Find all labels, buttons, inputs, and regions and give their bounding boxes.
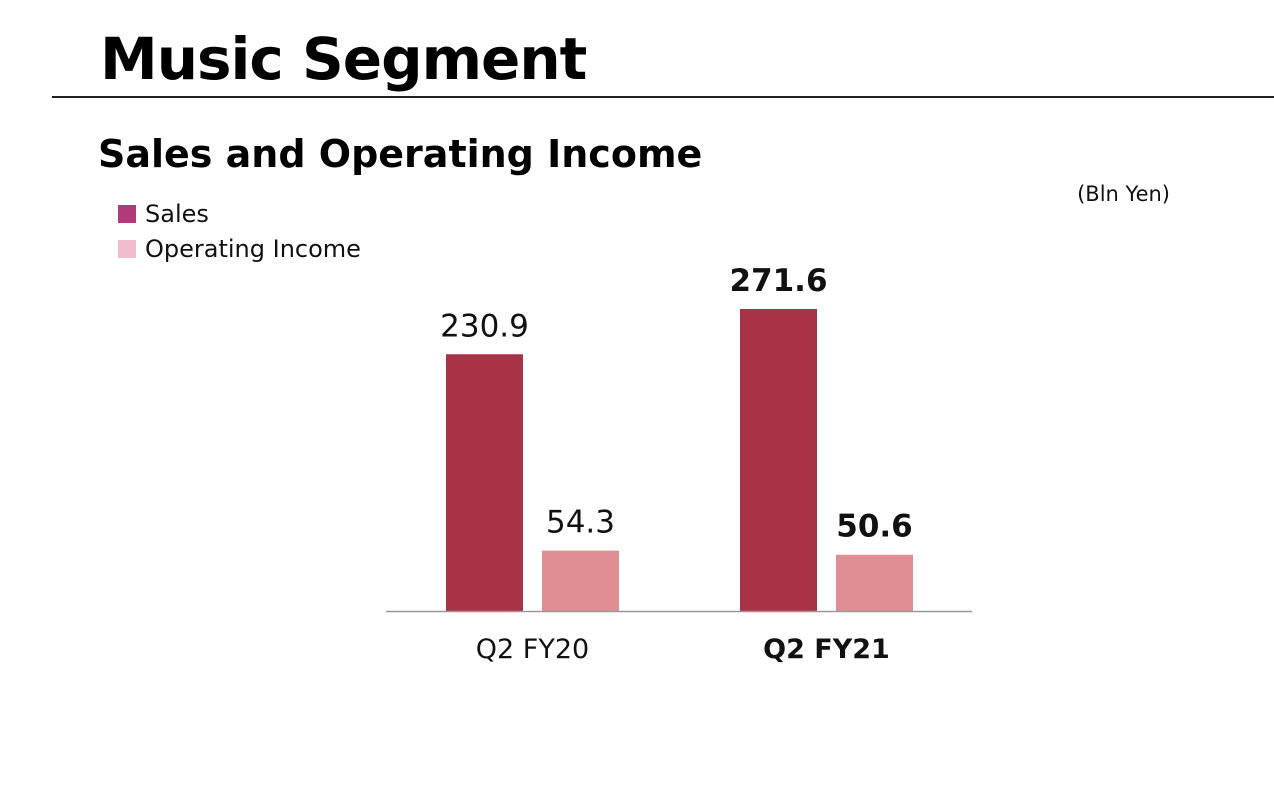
- title-divider: [52, 96, 1274, 98]
- slide-title: Music Segment: [100, 25, 587, 93]
- bar-operating-income-q2-fy20: [542, 550, 619, 611]
- legend-item-sales: Sales: [118, 196, 361, 231]
- data-label-operating-income-q2-fy21: 50.6: [836, 509, 913, 545]
- data-label-sales-q2-fy20: 230.9: [440, 308, 529, 344]
- category-label-q2-fy21: Q2 FY21: [763, 634, 890, 665]
- data-label-operating-income-q2-fy20: 54.3: [546, 505, 615, 541]
- chart-legend: Sales Operating Income: [118, 196, 361, 266]
- bar-sales-q2-fy21: [740, 309, 817, 611]
- bar-operating-income-q2-fy21: [836, 554, 913, 611]
- unit-label: (Bln Yen): [1077, 182, 1170, 206]
- chart-title: Sales and Operating Income: [98, 132, 703, 176]
- legend-swatch-sales: [118, 204, 136, 223]
- data-label-sales-q2-fy21: 271.6: [729, 263, 827, 299]
- category-label-q2-fy20: Q2 FY20: [476, 634, 589, 665]
- legend-label-operating-income: Operating Income: [145, 234, 361, 263]
- legend-item-operating-income: Operating Income: [118, 231, 361, 266]
- legend-label-sales: Sales: [145, 199, 209, 228]
- bar-sales-q2-fy20: [446, 354, 523, 611]
- legend-swatch-operating-income: [118, 239, 136, 258]
